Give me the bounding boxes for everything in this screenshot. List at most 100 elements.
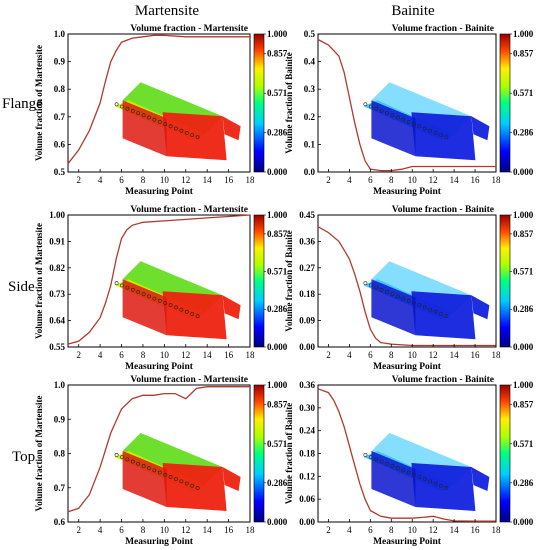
- colorbar-tick-label: 1.000: [267, 210, 288, 220]
- x-tick-label: 10: [408, 525, 418, 535]
- chart-title: Volume fraction - Bainite: [392, 24, 494, 34]
- part-tail-face: [222, 466, 241, 491]
- measuring-point-marker: [190, 483, 195, 488]
- x-tick-label: 8: [389, 525, 394, 535]
- y-tick-label: 0.00: [299, 517, 315, 527]
- colorbar-tick-label: 0.857: [513, 229, 534, 239]
- part-3: [363, 261, 490, 340]
- x-tick-label: 2: [326, 350, 331, 360]
- measuring-point-marker: [433, 130, 438, 135]
- x-tick-label: 8: [389, 175, 394, 185]
- measuring-point-marker: [412, 472, 416, 477]
- y-tick-label: 0.6: [54, 517, 66, 527]
- y-tick-label: 1.0: [54, 29, 66, 39]
- colorbar: [499, 384, 511, 523]
- measuring-point-marker: [422, 305, 427, 310]
- measuring-point-marker: [385, 290, 389, 294]
- x-tick-label: 18: [492, 525, 502, 535]
- measuring-point-marker: [395, 294, 400, 299]
- y-tick-label: 0.36: [299, 236, 315, 246]
- measuring-point-marker: [114, 453, 119, 457]
- measuring-point-marker: [444, 314, 449, 319]
- measuring-point-marker: [174, 477, 178, 482]
- measuring-point-marker: [385, 111, 389, 116]
- measuring-point-marker: [439, 483, 443, 488]
- x-tick-label: 14: [450, 350, 460, 360]
- y-tick-label: 0.9: [54, 414, 66, 424]
- measuring-point-marker: [157, 298, 162, 303]
- y-tick-label: 0.18: [299, 449, 315, 459]
- x-tick-label: 12: [429, 525, 438, 535]
- y-tick-label: 0.9: [54, 57, 66, 67]
- part-front-face: [371, 450, 416, 507]
- y-tick-label: 0.4: [304, 57, 316, 67]
- colorbar-tick-label: 0.571: [267, 439, 288, 449]
- y-tick-label: 0.27: [299, 263, 315, 273]
- colorbar-tick-label: 0.000: [513, 342, 534, 352]
- colorbar-tick-label: 0.857: [267, 400, 288, 410]
- y-tick-label: 0.00: [299, 342, 315, 352]
- x-tick-label: 12: [429, 350, 438, 360]
- part-side-face: [411, 291, 476, 340]
- measuring-point-marker: [379, 287, 384, 292]
- x-tick-label: 8: [389, 350, 394, 360]
- x-tick-label: 6: [119, 350, 124, 360]
- measuring-point-marker: [184, 130, 189, 135]
- y-tick-label: 0.12: [299, 471, 315, 481]
- measuring-point-marker: [168, 475, 173, 479]
- x-axis-label: Measuring Point: [125, 537, 194, 547]
- x-tick-label: 18: [492, 350, 502, 360]
- measuring-point-marker: [114, 102, 119, 107]
- part-5: [363, 432, 490, 511]
- y-axis-label: Volume fraction of Martensite: [34, 223, 44, 339]
- x-axis-label: Measuring Point: [125, 187, 194, 197]
- measuring-point-marker: [439, 133, 443, 138]
- x-tick-label: 6: [119, 525, 124, 535]
- part-side-face: [411, 462, 476, 511]
- measuring-point-marker: [444, 135, 449, 140]
- measuring-point-marker: [433, 481, 438, 486]
- x-tick-label: 12: [181, 175, 190, 185]
- y-tick-label: 0.3: [304, 84, 316, 94]
- y-tick-label: 0.73: [49, 289, 65, 299]
- measuring-point-marker: [168, 124, 173, 129]
- x-tick-label: 10: [408, 175, 418, 185]
- chart-panel-1: Volume fraction - Bainite 2 4 6 8 10 12 14 16 18 0…: [284, 24, 534, 197]
- chart-panel-4: Volume fraction - Martensite 2 4 6 8 10 12 14 16…: [34, 375, 288, 547]
- colorbar-tick-label: 0.571: [513, 439, 534, 449]
- colorbar: [499, 33, 511, 173]
- part-tail-face: [222, 295, 241, 320]
- measuring-point-marker: [385, 461, 389, 466]
- measuring-point-marker: [422, 126, 427, 131]
- measuring-point-marker: [157, 120, 162, 124]
- measuring-point-marker: [136, 111, 141, 116]
- measuring-point-marker: [114, 281, 119, 286]
- colorbar-tick-label: 0.571: [513, 267, 534, 277]
- y-tick-label: 0.8: [54, 84, 66, 94]
- measuring-point-marker: [439, 312, 443, 316]
- x-tick-label: 6: [368, 350, 373, 360]
- part-2: [114, 261, 241, 340]
- colorbar-tick-label: 0.857: [513, 400, 534, 410]
- measuring-point-marker: [125, 457, 130, 462]
- measuring-point-marker: [401, 468, 406, 473]
- x-tick-label: 4: [347, 525, 352, 535]
- measuring-point-marker: [195, 135, 200, 140]
- y-axis-label: Volume fraction of Martensite: [34, 396, 44, 512]
- measuring-point-marker: [379, 459, 384, 464]
- chart-title: Volume fraction - Martensite: [130, 375, 248, 385]
- measuring-point-marker: [136, 290, 141, 294]
- y-tick-label: 0.24: [299, 426, 315, 436]
- colorbar: [253, 33, 265, 173]
- chart-title: Volume fraction - Martensite: [130, 24, 248, 34]
- measuring-point-marker: [374, 285, 379, 290]
- measuring-point-marker: [390, 113, 395, 118]
- part-4: [114, 432, 241, 511]
- y-tick-label: 0.7: [54, 483, 66, 493]
- measuring-point-marker: [152, 296, 157, 301]
- x-tick-label: 16: [224, 350, 234, 360]
- measuring-point-marker: [179, 307, 184, 312]
- x-tick-label: 4: [347, 175, 352, 185]
- x-tick-label: 16: [224, 175, 234, 185]
- chart-title: Volume fraction - Martensite: [130, 205, 248, 215]
